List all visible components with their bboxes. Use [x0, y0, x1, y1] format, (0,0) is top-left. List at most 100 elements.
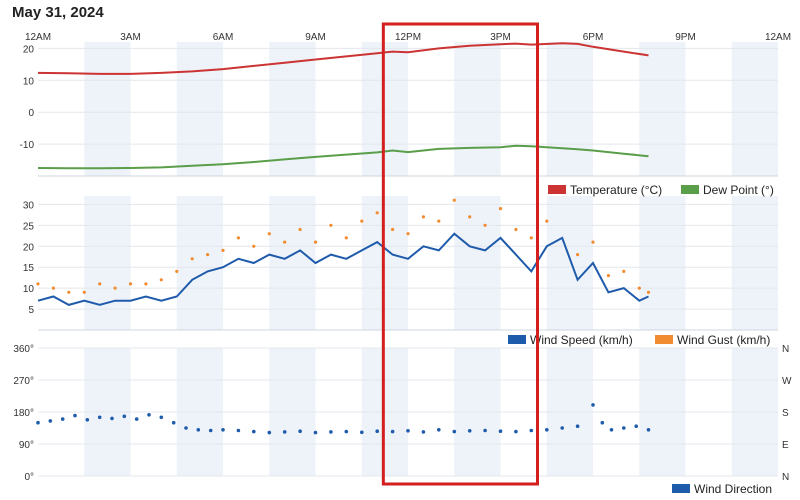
wind-direction-point [36, 420, 40, 425]
wind-direction-point [452, 429, 457, 434]
wind-gust-point [591, 240, 595, 244]
y-tick-label: 15 [23, 263, 35, 274]
wind-direction-point [267, 430, 272, 435]
wind-direction-point [634, 424, 638, 429]
legend-dew-point-label: Dew Point (°) [703, 183, 774, 197]
wind-gust-point [545, 219, 549, 223]
legend-wind-speed-label: Wind Speed (km/h) [530, 333, 633, 347]
wind-direction-point [575, 424, 580, 429]
wind-direction-point [60, 417, 65, 421]
wind-gust-point [406, 232, 410, 236]
wind-gust-point [329, 223, 333, 227]
wind-gust-point [637, 286, 641, 290]
wind-direction-point [73, 413, 77, 418]
wind-gust-point [514, 227, 518, 232]
wind-gust-point [67, 290, 71, 294]
background-band [84, 42, 131, 176]
wind-gust-point [36, 282, 40, 286]
legend-wind-gust-swatch [655, 335, 673, 344]
wind-direction-point [85, 418, 90, 422]
wind-direction-point [184, 426, 188, 430]
wind-gust-point [267, 232, 271, 236]
wind-direction-point [313, 430, 318, 435]
wind-direction-point [221, 428, 225, 432]
wind-direction-point [171, 420, 176, 425]
wind-direction-point [390, 429, 395, 434]
wind-gust-point [175, 269, 179, 273]
wind-direction-point [282, 430, 287, 434]
time-axis-label: 6PM [583, 32, 604, 43]
background-band [361, 196, 408, 330]
legend-wind-speed-swatch [508, 335, 526, 344]
wind-direction-point [646, 428, 651, 432]
time-axis-label: 6AM [213, 32, 234, 43]
background-band [731, 196, 778, 330]
legend-wind-direction-label: Wind Direction [694, 482, 772, 496]
wind-gust-point [576, 253, 580, 257]
legend-temperature-label: Temperature (°C) [570, 183, 662, 197]
wind-speed-line [37, 232, 649, 306]
wind-direction-point [48, 419, 53, 423]
wind-gust-point [236, 236, 240, 240]
wind-gust-point [283, 240, 287, 244]
y-tick-label-right: N [782, 472, 789, 483]
legend-wind-gust-label: Wind Gust (km/h) [677, 333, 770, 347]
background-band [454, 196, 501, 330]
wind-gust-point [360, 219, 364, 223]
y-tick-label: 25 [23, 221, 35, 232]
y-tick-label: 10 [23, 284, 35, 295]
wind-direction-point [110, 416, 114, 421]
background-band [454, 42, 501, 176]
wind-gust-point [144, 282, 148, 286]
wind-direction-point [609, 428, 614, 432]
wind-gust-point [375, 211, 379, 215]
wind-gust-point [128, 282, 133, 286]
wind-gust-point [221, 248, 225, 252]
background-band [731, 42, 778, 176]
wind-direction-point [545, 428, 549, 432]
time-axis-label: 12AM [25, 32, 51, 43]
y-tick-label: 0 [28, 108, 34, 119]
wind-gust-point [252, 244, 256, 248]
background-band [176, 42, 223, 176]
wind-direction-point [406, 429, 410, 433]
wind-direction-point [514, 429, 518, 434]
legend-dew-point-swatch [681, 185, 699, 194]
wind-direction-point [375, 429, 380, 434]
wind-gust-point [82, 290, 86, 294]
y-tick-label: 10 [23, 76, 35, 87]
legend-wind-direction-swatch [672, 484, 690, 493]
wind-gust-point [51, 286, 56, 290]
background-band [546, 42, 593, 176]
wind-direction-point [529, 428, 534, 433]
time-axis-label: 3AM [120, 32, 141, 43]
background-band [639, 42, 686, 176]
wind-gust-point [622, 269, 626, 273]
wind-direction-point [437, 428, 441, 432]
page-title: May 31, 2024 [12, 4, 104, 21]
time-axis-label: 9PM [675, 32, 696, 43]
background-band [361, 42, 408, 176]
wind-gust-point [298, 227, 302, 232]
wind-direction-point [360, 430, 364, 435]
wind-gust-point [391, 227, 395, 232]
y-tick-label: 30 [23, 200, 35, 211]
y-tick-label: 5 [28, 305, 34, 316]
y-tick-label: 20 [23, 44, 35, 55]
wind-gust-point [206, 253, 210, 257]
background-band [84, 196, 131, 330]
wind-gust-point [529, 236, 533, 240]
background-band [176, 196, 223, 330]
temperature-line [37, 42, 649, 75]
y-tick-label-right: N [782, 344, 789, 355]
y-tick-label: -10 [20, 140, 35, 151]
legend-temperature-swatch [548, 185, 566, 194]
time-axis-label: 9AM [305, 32, 326, 43]
wind-gust-point [437, 219, 441, 223]
wind-gust-point [344, 236, 348, 240]
wind-direction-point [498, 429, 503, 434]
wind-direction-point [483, 428, 487, 433]
wind-direction-point [134, 417, 139, 421]
wind-gust-point [606, 274, 611, 278]
y-tick-label-right: S [782, 408, 789, 419]
